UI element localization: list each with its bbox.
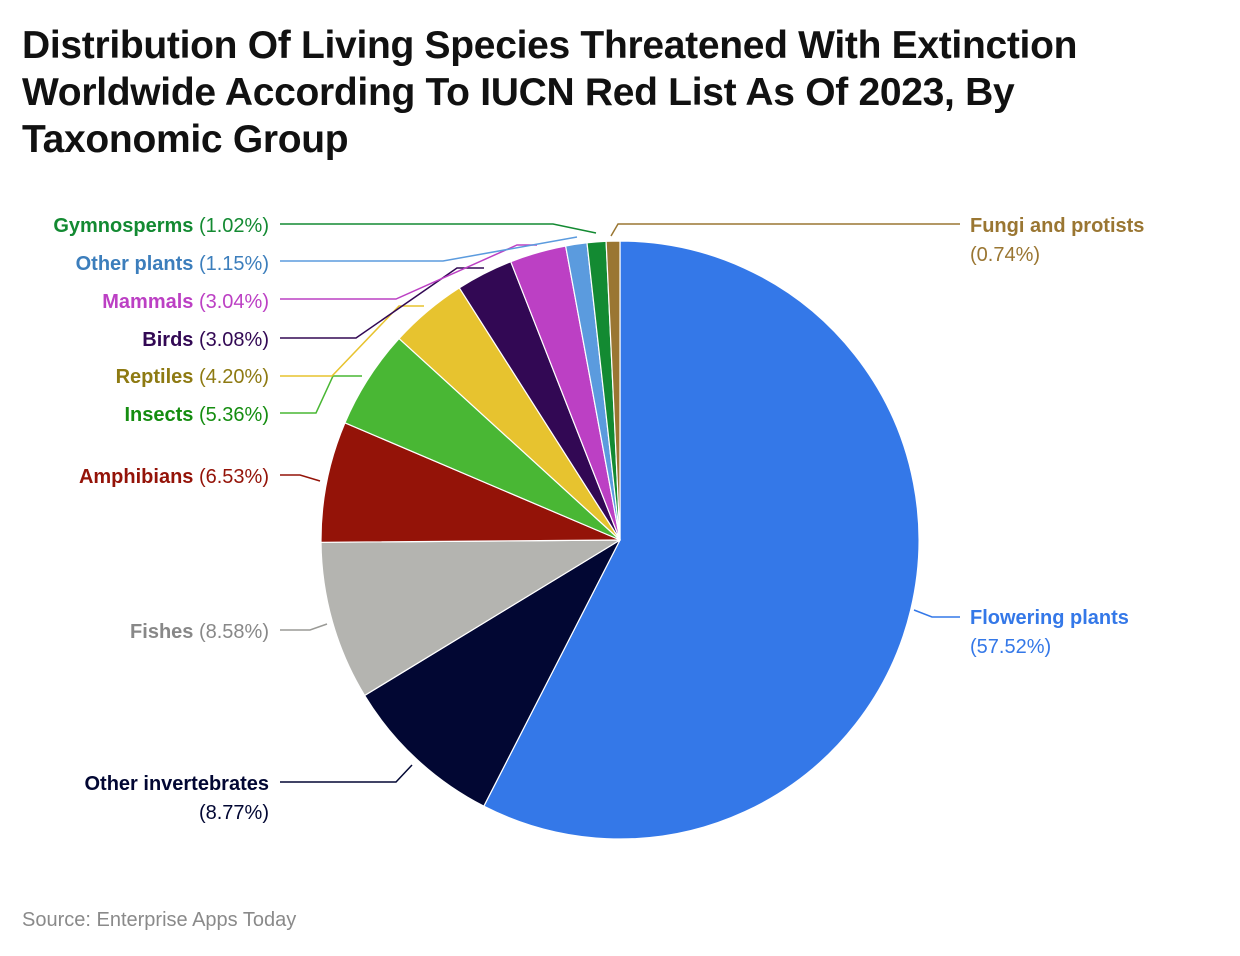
slice-label-name: Flowering plants bbox=[970, 607, 1129, 629]
slice-labels: Flowering plants (57.52%) Other invertebra… bbox=[53, 215, 1144, 824]
slice-label-value: (8.77%) bbox=[199, 802, 269, 824]
pie-slice-other-invertebrates bbox=[364, 539, 621, 807]
slice-label-name: Fishes bbox=[130, 621, 193, 643]
slice-label-other-invertebrates: Other invertebrates (8.77%) bbox=[84, 773, 269, 824]
svg-text:Fishes (8.58%): Fishes (8.58%) bbox=[130, 621, 269, 643]
pie-slice-fishes bbox=[320, 539, 621, 697]
slice-label-name: Other plants bbox=[76, 253, 194, 275]
slice-label-value: (3.08%) bbox=[193, 329, 269, 351]
leader-line-other-plants bbox=[280, 236, 578, 262]
slice-label-amphibians: Amphibians (6.53%) bbox=[79, 466, 269, 488]
slice-label-fishes: Fishes (8.58%) bbox=[130, 621, 269, 643]
slice-label-other-plants: Other plants (1.15%) bbox=[76, 253, 269, 275]
pie-slice-fungi-and-protists bbox=[605, 240, 621, 541]
slice-label-value: (1.02%) bbox=[193, 215, 269, 237]
leader-line-fishes bbox=[280, 623, 328, 631]
slice-label-fungi-and-protists: Fungi and protists (0.74%) bbox=[970, 215, 1144, 266]
leader-line-flowering-plants bbox=[913, 609, 960, 618]
leader-line-fungi-and-protists bbox=[610, 223, 960, 237]
slice-label-reptiles: Reptiles (4.20%) bbox=[116, 366, 269, 388]
slice-label-value: (6.53%) bbox=[193, 466, 269, 488]
slice-label-name: Other invertebrates bbox=[84, 773, 269, 795]
slice-label-value: (4.20%) bbox=[193, 366, 269, 388]
slice-label-insects: Insects (5.36%) bbox=[124, 404, 269, 426]
svg-text:Mammals (3.04%): Mammals (3.04%) bbox=[102, 291, 269, 313]
slice-label-name: Amphibians bbox=[79, 466, 193, 488]
leader-line-mammals bbox=[280, 244, 537, 300]
leader-line-insects bbox=[280, 375, 362, 414]
slice-label-name: Insects bbox=[124, 404, 193, 426]
pie-slice-flowering-plants bbox=[483, 240, 920, 840]
svg-text:Other plants (1.15%): Other plants (1.15%) bbox=[76, 253, 269, 275]
slice-label-mammals: Mammals (3.04%) bbox=[102, 291, 269, 313]
slice-label-value: (8.58%) bbox=[193, 621, 269, 643]
pie-slices bbox=[320, 240, 920, 840]
slice-label-value: (3.04%) bbox=[193, 291, 269, 313]
svg-text:Gymnosperms (1.02%): Gymnosperms (1.02%) bbox=[53, 215, 269, 237]
chart-title: Distribution Of Living Species Threatene… bbox=[22, 24, 1078, 161]
slice-label-name: Fungi and protists bbox=[970, 215, 1144, 237]
source-note: Source: Enterprise Apps Today bbox=[22, 909, 297, 931]
slice-label-name: Reptiles bbox=[116, 366, 194, 388]
slice-label-birds: Birds (3.08%) bbox=[142, 329, 269, 351]
slice-label-value: (5.36%) bbox=[193, 404, 269, 426]
slice-label-flowering-plants: Flowering plants (57.52%) bbox=[970, 607, 1129, 658]
slice-label-gymnosperms: Gymnosperms (1.02%) bbox=[53, 215, 269, 237]
leader-line-gymnosperms bbox=[280, 223, 597, 234]
slice-label-name: Gymnosperms bbox=[53, 215, 193, 237]
slice-label-value: (1.15%) bbox=[193, 253, 269, 275]
leader-line-other-invertebrates bbox=[280, 764, 413, 783]
slice-label-name: Mammals bbox=[102, 291, 193, 313]
leader-lines bbox=[280, 223, 960, 783]
svg-text:Amphibians (6.53%): Amphibians (6.53%) bbox=[79, 466, 269, 488]
slice-label-value: (57.52%) bbox=[970, 636, 1051, 658]
slice-label-value: (0.74%) bbox=[970, 244, 1040, 266]
leader-line-birds bbox=[280, 267, 484, 339]
svg-text:Reptiles (4.20%): Reptiles (4.20%) bbox=[116, 366, 269, 388]
leader-line-amphibians bbox=[280, 474, 321, 482]
pie-slice-amphibians bbox=[320, 422, 621, 543]
leader-line-reptiles bbox=[280, 305, 424, 377]
slice-label-name: Birds bbox=[142, 329, 193, 351]
svg-text:Birds (3.08%): Birds (3.08%) bbox=[142, 329, 269, 351]
svg-text:Insects (5.36%): Insects (5.36%) bbox=[124, 404, 269, 426]
